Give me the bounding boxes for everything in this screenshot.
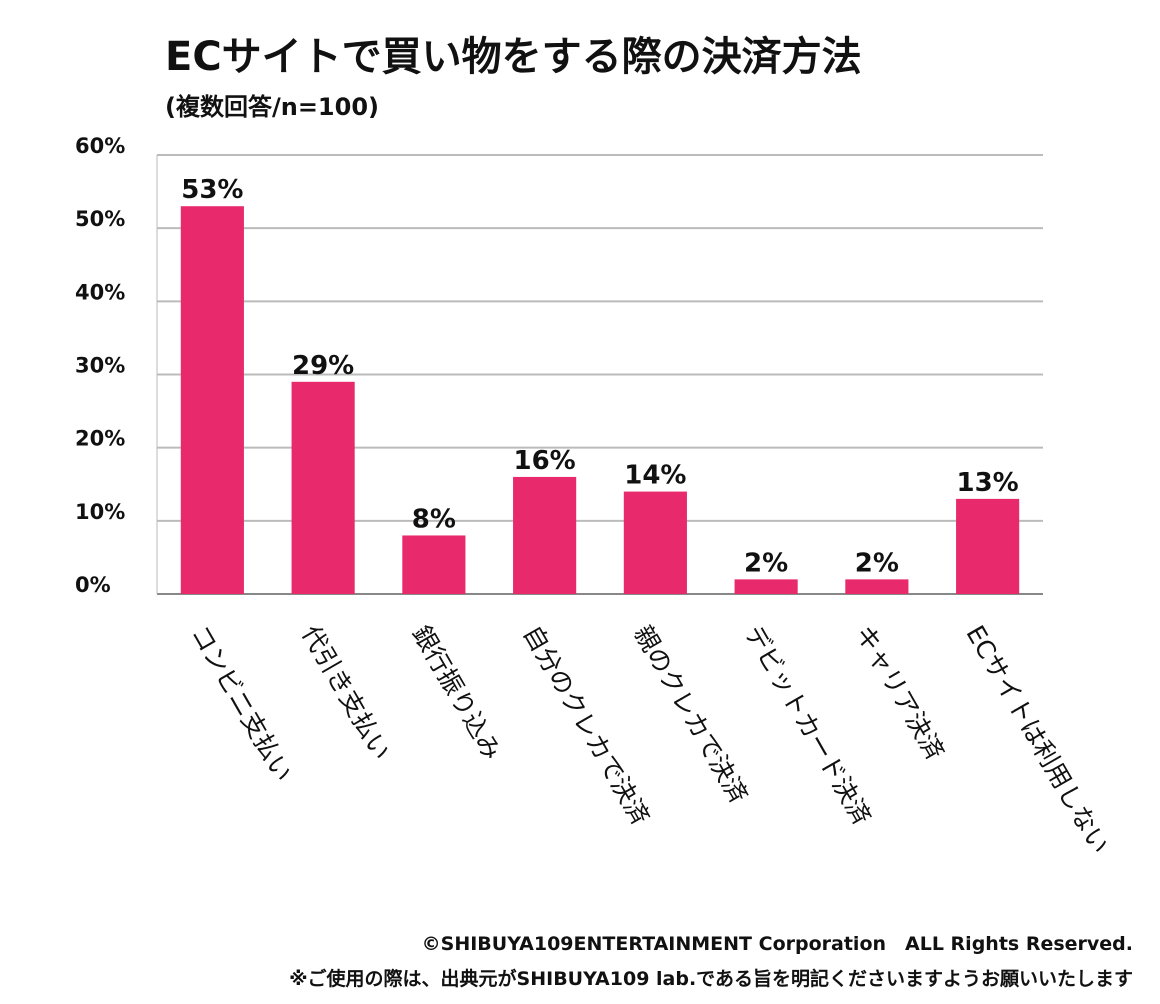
y-tick-label: 20% [75,427,125,451]
copyright: ©SHIBUYA109ENTERTAINMENT Corporation ALL… [422,933,1133,955]
value-label: 14% [624,461,686,491]
y-tick-label: 50% [75,207,125,231]
x-tick-label: ECサイトは利用しない [960,621,1114,859]
usage-note: ※ご使用の際は、出典元がSHIBUYA109 lab.である旨を明記くださいます… [289,967,1133,990]
x-tick-label: キャリア決済 [850,621,950,765]
value-label: 8% [412,504,456,534]
value-label: 53% [181,175,243,205]
y-tick-label: 60% [75,134,125,158]
bar [734,579,798,594]
value-label: 2% [855,548,899,578]
bar [291,381,355,594]
chart-subtitle: (複数回答/n=100) [165,93,379,121]
chart-title: ECサイトで買い物をする際の決済方法 [165,34,862,80]
bar [956,498,1020,594]
value-label: 2% [744,548,788,578]
bar [180,206,244,594]
y-tick-label: 40% [75,280,125,304]
value-label: 16% [514,446,576,476]
x-tick-label: 自分のクレカで決済 [517,621,655,830]
bar [513,476,577,594]
bar [623,491,687,594]
y-tick-label: 30% [75,354,125,378]
bar [402,535,466,594]
y-tick-label: 10% [75,500,125,524]
x-tick-label: デビットカード決済 [739,621,877,830]
value-label: 13% [957,468,1019,498]
y-tick-label: 0% [75,573,111,597]
x-tick-label: コンビニ支払い [185,621,298,787]
bar [845,579,909,594]
x-tick-label: 銀行振り込み [407,621,507,765]
x-tick-label: 代引き支払い [296,621,396,765]
x-tick-label: 親のクレカで決済 [628,621,753,809]
value-label: 29% [292,351,354,381]
